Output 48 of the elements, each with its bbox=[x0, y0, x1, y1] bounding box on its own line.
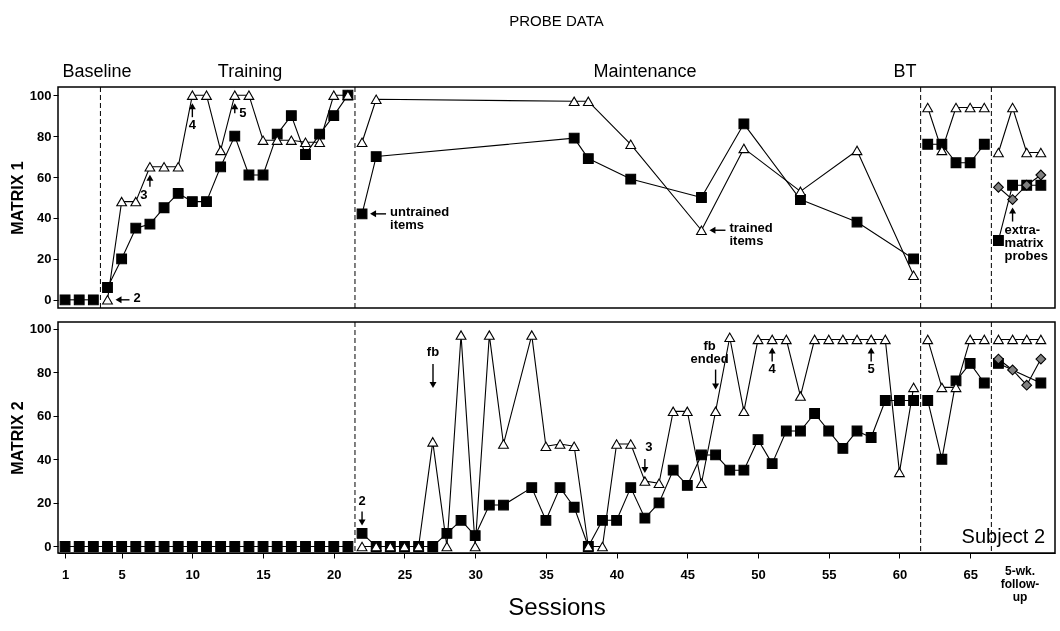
x-tick-label: 65 bbox=[963, 566, 978, 582]
x-tick-label: 35 bbox=[539, 566, 554, 582]
x-tick-label: 5 bbox=[118, 566, 126, 582]
x-tick-label: 15 bbox=[256, 566, 271, 582]
y-tick-label: 60 bbox=[37, 169, 52, 185]
x-tick-label: 60 bbox=[892, 566, 908, 582]
x-tick-label: 10 bbox=[185, 566, 201, 582]
x-tick-label: 1 bbox=[61, 566, 70, 582]
annotation: extra-matrix probes bbox=[1004, 221, 1048, 263]
x-tick-label: 30 bbox=[468, 566, 483, 582]
y-axis-title: MATRIX 2 bbox=[8, 401, 26, 475]
x-tick-label: 45 bbox=[680, 566, 696, 582]
annotation: 3 bbox=[140, 186, 148, 202]
text: Training bbox=[217, 61, 283, 81]
y-tick-label: 40 bbox=[37, 451, 52, 467]
y-tick-label: 80 bbox=[37, 364, 52, 380]
annotation: 2 bbox=[133, 289, 141, 305]
annotation: 5 bbox=[239, 105, 247, 121]
annotation: 4 bbox=[188, 117, 197, 133]
y-tick-label: 20 bbox=[37, 495, 52, 511]
y-tick-label: 100 bbox=[29, 87, 52, 103]
x-tick-label: 55 bbox=[822, 566, 837, 582]
annotation: 4 bbox=[768, 361, 777, 377]
chart-title: PROBE DATA bbox=[509, 12, 604, 29]
annotation: trained items bbox=[729, 220, 773, 249]
x-tick-label: 25 bbox=[397, 566, 413, 582]
x-tick-label: 40 bbox=[609, 566, 625, 582]
text: Baseline bbox=[62, 61, 132, 81]
y-axis-title: MATRIX 1 bbox=[8, 161, 26, 235]
text: Maintenance bbox=[593, 61, 697, 81]
annotation: untrained items bbox=[390, 203, 450, 232]
x-tick-label: 20 bbox=[327, 566, 342, 582]
x-tick-label: 50 bbox=[751, 566, 766, 582]
y-tick-label: 100 bbox=[29, 321, 52, 337]
y-tick-label: 40 bbox=[37, 210, 52, 226]
annotation: fb bbox=[426, 344, 440, 359]
y-tick-label: 60 bbox=[37, 408, 52, 424]
y-tick-label: 0 bbox=[44, 538, 52, 554]
annotation: 3 bbox=[645, 439, 653, 455]
annotation: Subject 2 bbox=[961, 525, 1045, 547]
x-axis-title: Sessions bbox=[508, 592, 606, 620]
y-tick-label: 0 bbox=[44, 292, 52, 308]
y-tick-label: 20 bbox=[37, 251, 52, 267]
text: BT bbox=[893, 61, 917, 81]
text: 5-wk. follow-up bbox=[1000, 564, 1040, 604]
y-tick-label: 80 bbox=[37, 128, 52, 144]
annotation: 5 bbox=[867, 361, 875, 377]
annotation: 2 bbox=[358, 493, 366, 509]
